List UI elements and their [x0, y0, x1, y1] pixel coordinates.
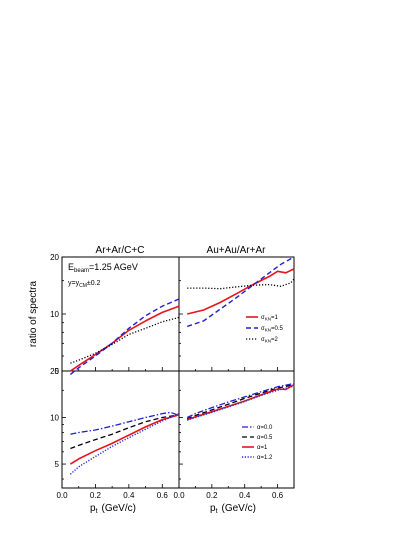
legend-label-black-dotted: σKN=2	[261, 337, 278, 344]
legend-label-black-dashed: α=0.5	[257, 435, 273, 441]
rapidity-sub: CM	[79, 283, 87, 289]
x-tick-label-bottom-left: 0.4	[123, 491, 135, 500]
x-axis-title-left-unit: (GeV/c)	[102, 503, 136, 514]
series-layer	[69, 256, 295, 475]
series-black-dotted-top-right	[187, 278, 295, 290]
panel-frame-bottom-left	[61, 370, 180, 489]
series-black-dashed-bottom-left	[70, 414, 180, 450]
x-tick-label-bottom-left: 0.0	[56, 491, 68, 500]
series-black-dashed-bottom-right	[186, 384, 295, 420]
legend-label-blue-dotted: α=1.2	[257, 455, 273, 461]
x-tick-label-bottom-left: 0.2	[90, 491, 102, 500]
ebeam-label: E	[68, 262, 74, 272]
x-tick-label-bottom-right: 0.6	[272, 491, 284, 500]
x-tick-label-bottom-right: 0.2	[206, 491, 218, 500]
y-tick-label-bottom-left: 5	[55, 460, 60, 469]
panel-frame-top-right	[178, 256, 295, 372]
y-tick-label-top-left: 20	[50, 253, 59, 262]
panel-title-right: Au+Au/Ar+Ar	[207, 245, 267, 256]
series-red-solid-bottom-left	[69, 414, 180, 465]
y-axis-title: ratio of spectra	[28, 280, 39, 347]
series-blue-dashdot-bottom-left	[70, 411, 180, 435]
y-tick-label-bottom-left: 10	[50, 414, 59, 423]
series-red-solid-top-left	[69, 305, 180, 372]
x-tick-label-bottom-right: 0.0	[173, 491, 185, 500]
ticks-layer: 5 10 20 0.0 0.2 0.4 0.6 5 10 20 0.0 0.2 0.4 0.6	[50, 253, 284, 500]
series-blue-dashed-top-right	[186, 256, 295, 328]
panel-title-left: Ar+Ar/C+C	[96, 245, 145, 256]
ebeam-annotation: Ebeam=1.25 AGeV	[68, 262, 138, 274]
legend-label-blue-dashed: σKN=0.5	[261, 326, 283, 333]
x-axis-title-left-sub: t	[96, 508, 98, 515]
y-tick-label-bottom-left: 20	[50, 367, 59, 376]
ebeam-value: =1.25 AGeV	[89, 262, 138, 272]
x-axis-title-right-sub: t	[216, 508, 218, 515]
legend-label-blue-dashdot: α=0.0	[257, 425, 273, 431]
rapidity-label: y=y	[68, 280, 80, 287]
x-axis-title-right: pt (GeV/c)	[210, 503, 256, 515]
panel-frame-top-left	[61, 256, 180, 372]
y-tick-label-top-left: 10	[50, 310, 59, 319]
series-red-solid-top-right	[187, 268, 295, 315]
legend-label-red-solid: α=1	[257, 445, 268, 451]
y-tick-label-top-left: 5	[55, 367, 60, 376]
rapidity-annotation: y=yCM±0.2	[68, 280, 101, 289]
legend-label-red-solid: σKN=1	[261, 315, 278, 322]
rapidity-rest: ±0.2	[87, 280, 101, 287]
x-axis-title-right-main: p	[210, 503, 216, 514]
panel-frame-bottom-right	[178, 370, 295, 489]
x-axis-title-left-main: p	[90, 503, 96, 514]
legend-layer: σKN=1 σKN=0.5 σKN=2 α=0.0 α=0.5 α=1 α=1.2	[242, 315, 283, 461]
x-axis-title-left: pt (GeV/c)	[90, 503, 136, 515]
series-black-dotted-top-left	[70, 316, 180, 364]
series-blue-dashdot-bottom-right	[186, 382, 295, 419]
ebeam-sub: beam	[74, 268, 89, 274]
x-tick-label-bottom-left: 0.6	[157, 491, 169, 500]
series-blue-dotted-bottom-right	[186, 385, 295, 421]
x-axis-title-right-unit: (GeV/c)	[222, 503, 256, 514]
series-blue-dotted-bottom-left	[69, 412, 180, 475]
x-tick-label-bottom-right: 0.4	[239, 491, 251, 500]
